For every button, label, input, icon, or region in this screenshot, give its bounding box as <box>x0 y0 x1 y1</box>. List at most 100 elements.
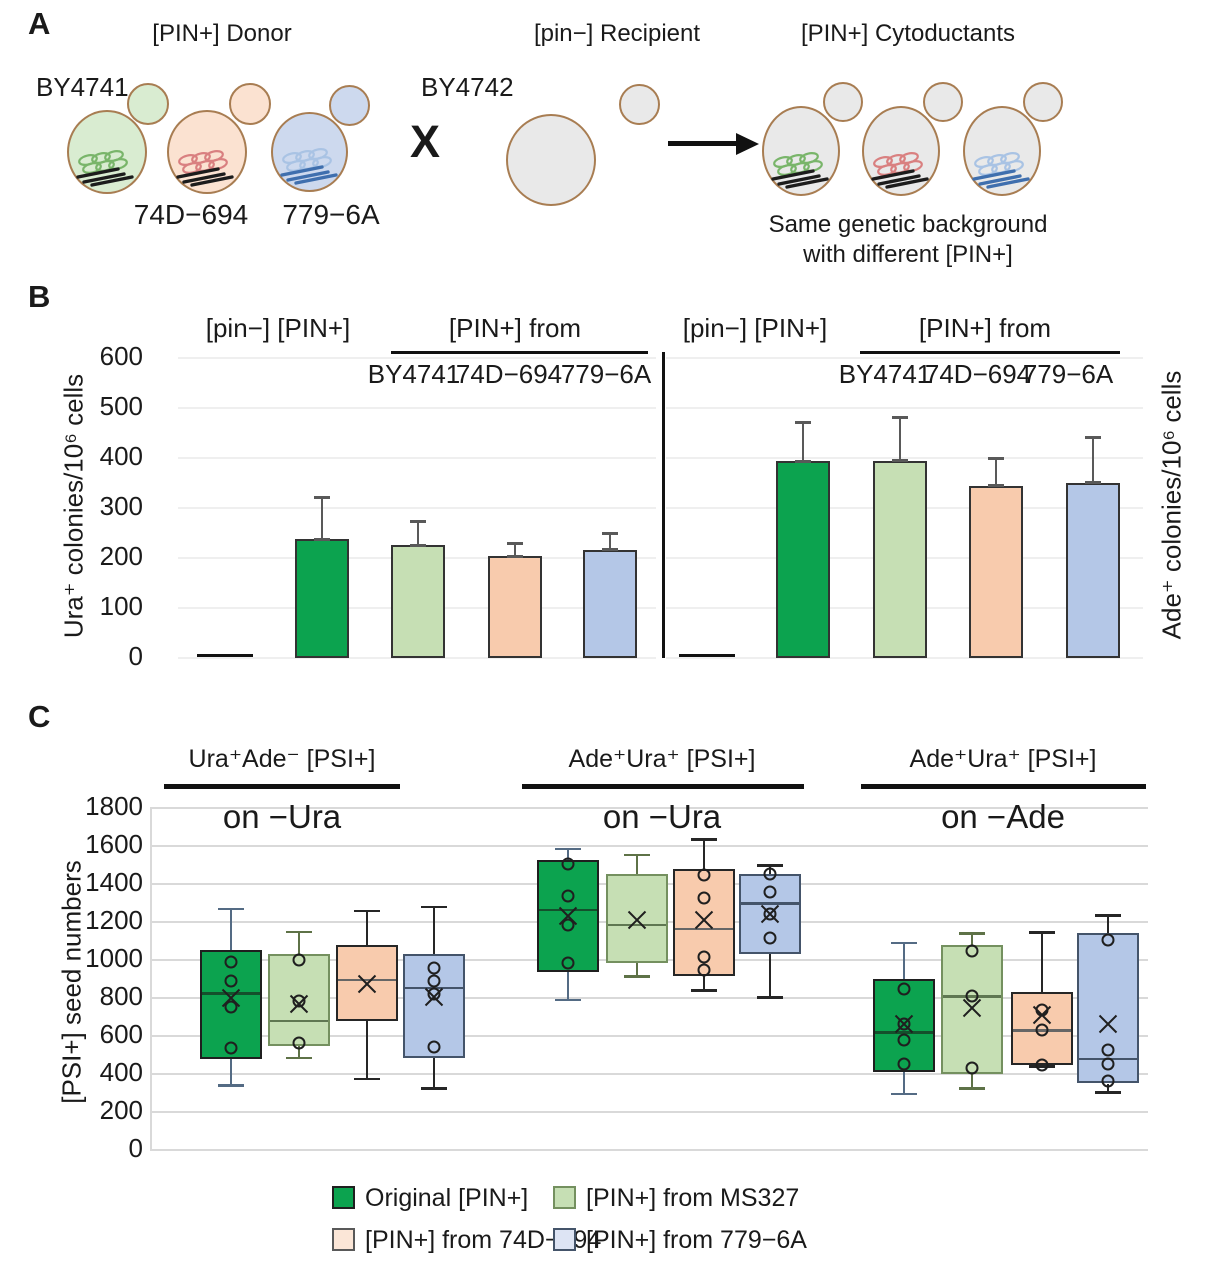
mean-marker <box>424 987 444 1007</box>
donor-title: [PIN+] Donor <box>152 20 292 47</box>
median-line <box>741 902 800 905</box>
cross-symbol: X <box>409 116 441 167</box>
y-tick-label-b: 200 <box>99 540 143 571</box>
whisker-low <box>1106 1083 1109 1093</box>
error-bar-cap-bottom <box>410 543 426 547</box>
whisker-cap-low <box>623 975 650 978</box>
yeast-bud-green <box>127 83 169 125</box>
bar-74d694 <box>488 556 542 658</box>
mean-marker <box>221 988 241 1008</box>
arrow-line <box>668 141 738 146</box>
mean-marker <box>962 998 982 1018</box>
data-point <box>763 885 777 899</box>
whisker-cap-low <box>420 1087 447 1090</box>
whisker-low <box>971 1074 974 1089</box>
header-underline <box>391 351 648 354</box>
data-point <box>224 955 238 969</box>
whisker-high <box>635 854 638 874</box>
y-axis-label-ura: Ura⁺ colonies/10⁶ cells <box>58 373 89 639</box>
whisker-cap-high <box>285 930 312 933</box>
yeast-bud-cyto-2 <box>923 82 963 122</box>
data-point <box>427 1040 441 1054</box>
whisker-cap-low <box>285 1056 312 1060</box>
gridline-c <box>150 1035 1148 1037</box>
y-tick-label-c: 400 <box>99 1056 143 1087</box>
data-point <box>427 974 441 988</box>
error-bar-cap-top <box>892 416 908 419</box>
whisker-low <box>903 1072 906 1094</box>
whisker-high <box>1041 932 1043 993</box>
yeast-cell-by4742 <box>506 114 596 206</box>
error-bar-line <box>321 497 323 539</box>
error-bar-cap-bottom <box>795 459 811 463</box>
group-header-from: [PIN+] from <box>918 313 1052 343</box>
strain-sublabel: BY4741 <box>838 359 932 389</box>
data-point <box>1101 933 1115 947</box>
caption-line-1: Same genetic background <box>768 211 1048 238</box>
whisker-high <box>702 839 705 869</box>
y-tick-label-c: 1200 <box>85 904 143 935</box>
error-bar-line <box>514 543 516 556</box>
error-bar-cap-bottom <box>988 484 1004 487</box>
yeast-bud-blue <box>329 85 370 126</box>
prion-aggregate-icon <box>278 145 342 185</box>
mean-marker <box>1032 1005 1052 1025</box>
error-bar-line <box>417 521 419 545</box>
whisker-low <box>566 972 569 1000</box>
mean-marker <box>1098 1014 1118 1034</box>
data-point <box>897 982 911 996</box>
prion-aggregate-icon <box>970 149 1034 189</box>
strain-label-by4742: BY4742 <box>421 72 514 102</box>
mean-marker <box>289 994 309 1014</box>
strain-sublabel: BY4741 <box>367 359 461 389</box>
mean-marker <box>694 910 714 930</box>
y-tick-label-b: 300 <box>99 490 143 521</box>
data-point <box>1101 1043 1115 1057</box>
whisker-high <box>365 910 368 945</box>
legend-swatch-1 <box>553 1186 576 1209</box>
data-point <box>1101 1057 1115 1071</box>
y-tick-label-b: 500 <box>99 390 143 421</box>
yeast-bud-cyto-1 <box>823 82 863 122</box>
mean-marker <box>627 910 647 930</box>
whisker-cap-low <box>218 1084 244 1087</box>
error-bar-cap-top <box>314 495 330 499</box>
yeast-cell-cyto-red <box>862 106 940 196</box>
data-point <box>763 931 777 945</box>
whisker-high <box>1106 915 1109 934</box>
bar-original <box>776 461 830 658</box>
strain-label-by4741: BY4741 <box>36 72 129 102</box>
whisker-cap-low <box>891 1092 918 1096</box>
group-header-pin: [pin−] [PIN+] <box>205 313 351 343</box>
whisker-cap-low <box>554 998 581 1002</box>
selection-header: Ura⁺Ade⁻ [PSI+] <box>188 745 376 773</box>
selection-header: Ade⁺Ura⁺ [PSI+] <box>568 745 756 773</box>
data-point <box>561 857 575 871</box>
gridline-b <box>178 507 656 509</box>
legend-swatch-3 <box>553 1228 576 1251</box>
y-tick-label-b: 600 <box>99 340 143 371</box>
gridline-b <box>178 657 656 659</box>
data-point <box>427 961 441 975</box>
yeast-cell-779-6a <box>271 112 348 192</box>
y-tick-label-b: 0 <box>128 640 143 671</box>
bar-ms327 <box>391 545 445 658</box>
y-tick-label-b: 100 <box>99 590 143 621</box>
error-bar-cap-bottom <box>507 554 523 558</box>
legend-swatch-2 <box>332 1228 355 1251</box>
whisker-cap-high <box>690 838 717 841</box>
strain-sublabel: 779−6A <box>1022 359 1114 389</box>
selection-header-line <box>522 784 804 789</box>
data-point <box>1035 1058 1049 1072</box>
median-line <box>269 1019 328 1023</box>
whisker-cap-low <box>1094 1091 1121 1094</box>
whisker-cap-high <box>1094 914 1121 917</box>
data-point <box>697 891 711 905</box>
gridline-c <box>150 845 1148 847</box>
data-point <box>224 974 238 988</box>
whisker-high <box>903 942 906 979</box>
arrow-head-icon <box>736 133 759 155</box>
y-axis-label-psi-seeds: [PSI+] seed numbers <box>56 860 87 1104</box>
prion-aggregate-icon <box>74 147 138 187</box>
error-bar-cap-top <box>507 541 523 545</box>
